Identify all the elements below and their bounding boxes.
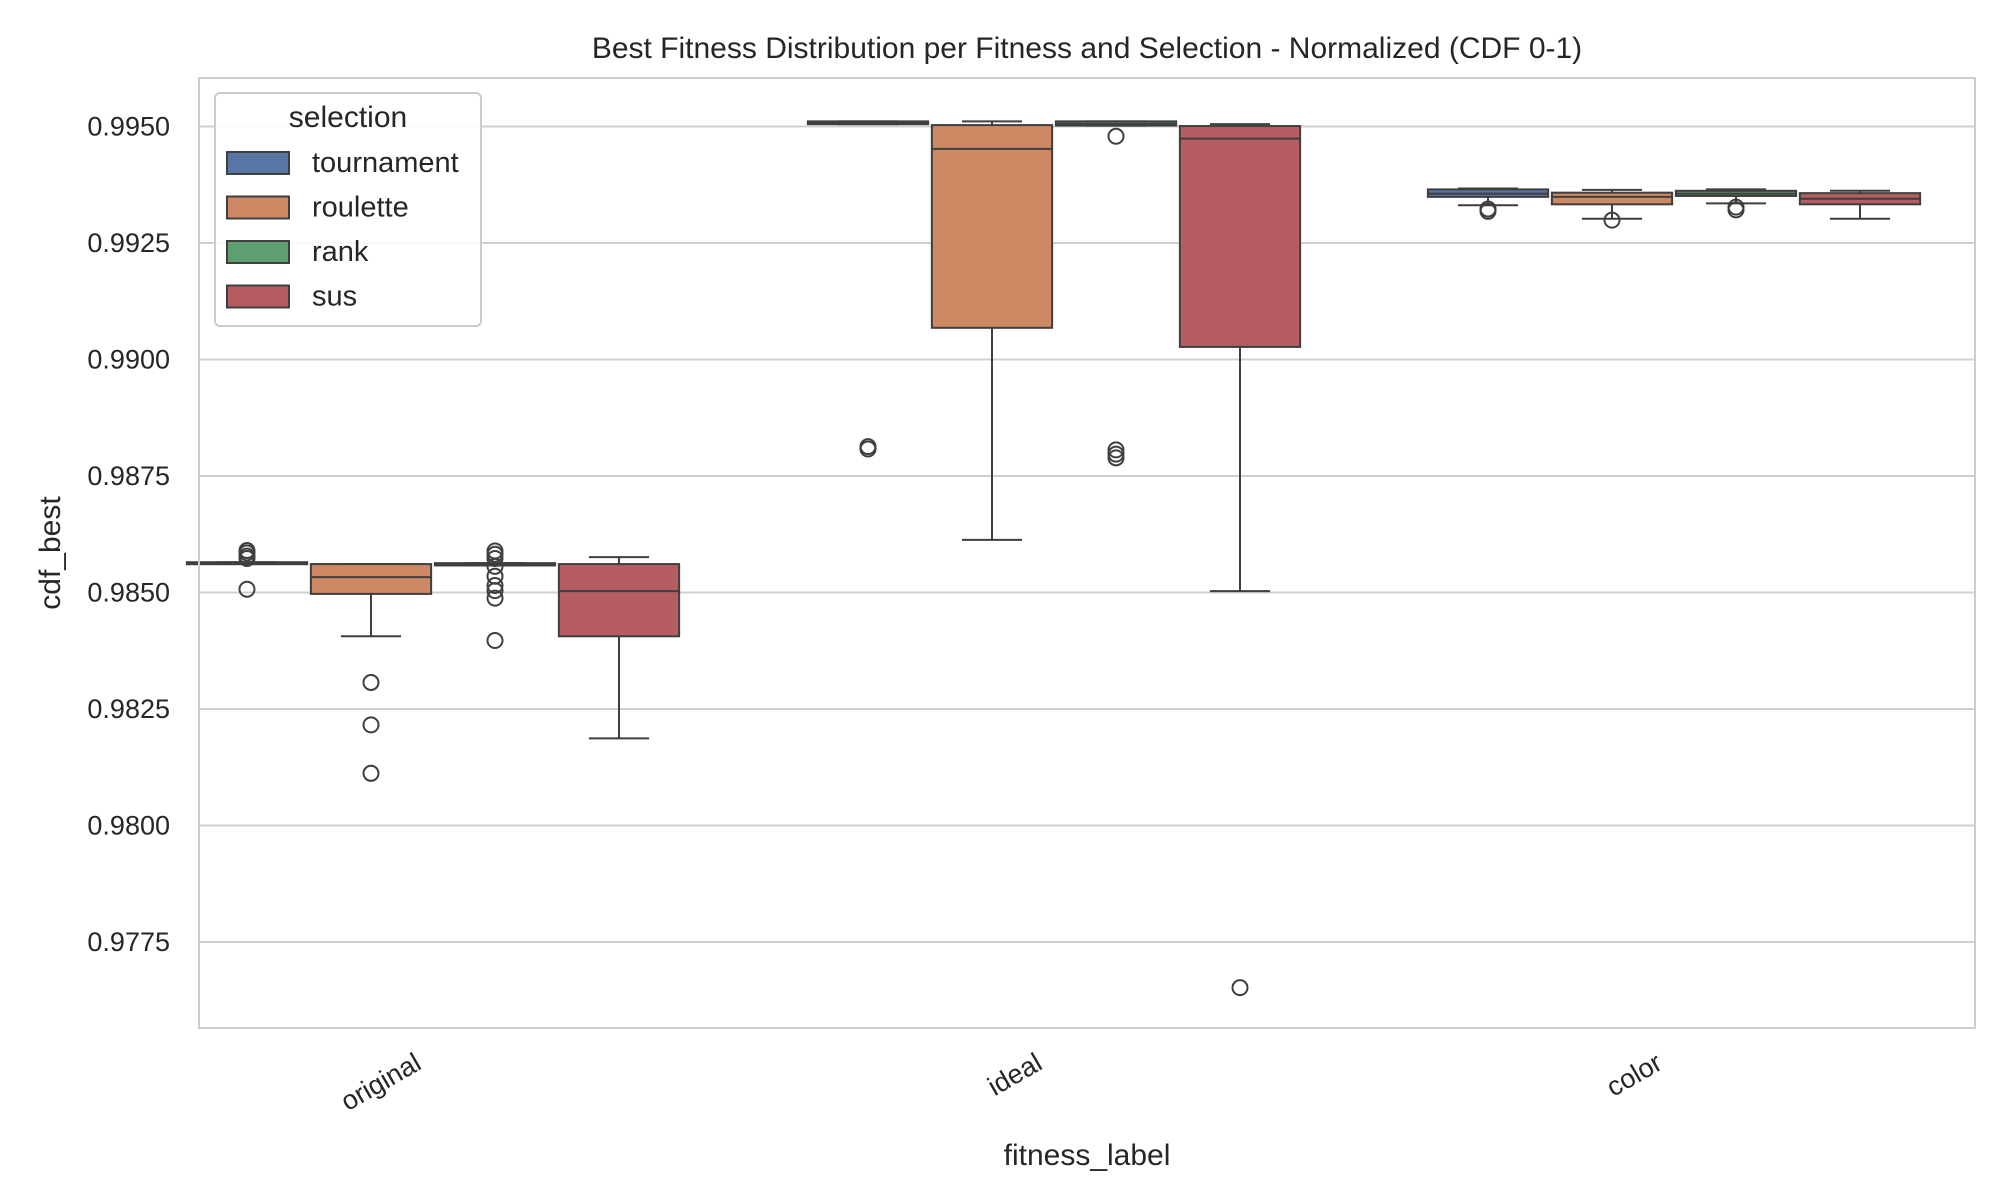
outlier-point [486,549,504,567]
y-tick-label: 0.9825 [87,694,170,724]
outlier-point [238,542,256,560]
y-tick-label: 0.9900 [87,345,170,375]
plot-area-frame [198,77,1976,1029]
box-roulette-original [309,563,433,782]
outlier-point [1107,127,1125,145]
outlier-point [486,631,504,649]
y-tick-label: 0.9850 [87,578,170,608]
y-tick-label: 0.9950 [87,112,170,142]
box-roulette-ideal [930,120,1054,541]
outlier-point [486,589,504,607]
box-tournament-original [185,542,309,598]
outlier-point [1727,198,1745,216]
y-tick-label: 0.9925 [87,228,170,258]
legend-title: selection [289,101,407,134]
y-tick-labels: 0.9775 0.9800 0.9825 0.9850 0.9875 0.9900 0.99… [87,112,170,958]
box-tournament-ideal [806,120,930,458]
legend-swatch-rank [226,240,290,264]
y-tick-label: 0.9875 [87,461,170,491]
outlier-point [1107,441,1125,459]
y-tick-label: 0.9775 [87,927,170,957]
legend-label-sus: sus [312,281,357,313]
outlier-point [486,567,504,585]
box-rank-ideal [1054,120,1178,467]
box-tournament-color [1426,187,1550,220]
outlier-point [238,580,256,598]
x-axis-label: fitness_label [1004,1139,1171,1172]
legend-label-rank: rank [312,236,369,268]
box-rank-original [433,542,557,649]
box-iqr [1550,191,1674,206]
outlier-point [362,716,380,734]
box-series [185,120,1922,997]
box-roulette-color [1550,188,1674,229]
box-iqr [309,563,433,595]
legend-swatch-tournament [226,151,290,175]
outlier-point [1231,979,1249,997]
legend-swatch-sus [226,284,290,309]
outlier-point [362,764,380,782]
outlier-point [1479,200,1497,218]
box-iqr [1178,125,1302,348]
legend: selection tournament roulette rank sus [214,92,482,327]
outlier-point [486,577,504,595]
box-iqr [930,124,1054,329]
box-sus-ideal [1178,123,1302,997]
legend-label-tournament: tournament [312,147,459,179]
y-tick-label: 0.9800 [87,811,170,841]
outlier-point [1107,445,1125,463]
outlier-point [859,438,877,456]
outlier-point [486,542,504,560]
outlier-point [1603,211,1621,229]
legend-entries: tournament roulette rank sus [226,147,459,313]
box-iqr [557,563,681,638]
box-sus-color [1798,189,1922,220]
legend-label-roulette: roulette [312,192,409,224]
legend-swatch-roulette [226,195,290,220]
chart-title: Best Fitness Distribution per Fitness an… [592,32,1582,65]
outlier-point [362,673,380,691]
box-rank-color [1674,188,1798,219]
box-sus-original [557,556,681,740]
y-axis-label: cdf_best [34,496,67,610]
